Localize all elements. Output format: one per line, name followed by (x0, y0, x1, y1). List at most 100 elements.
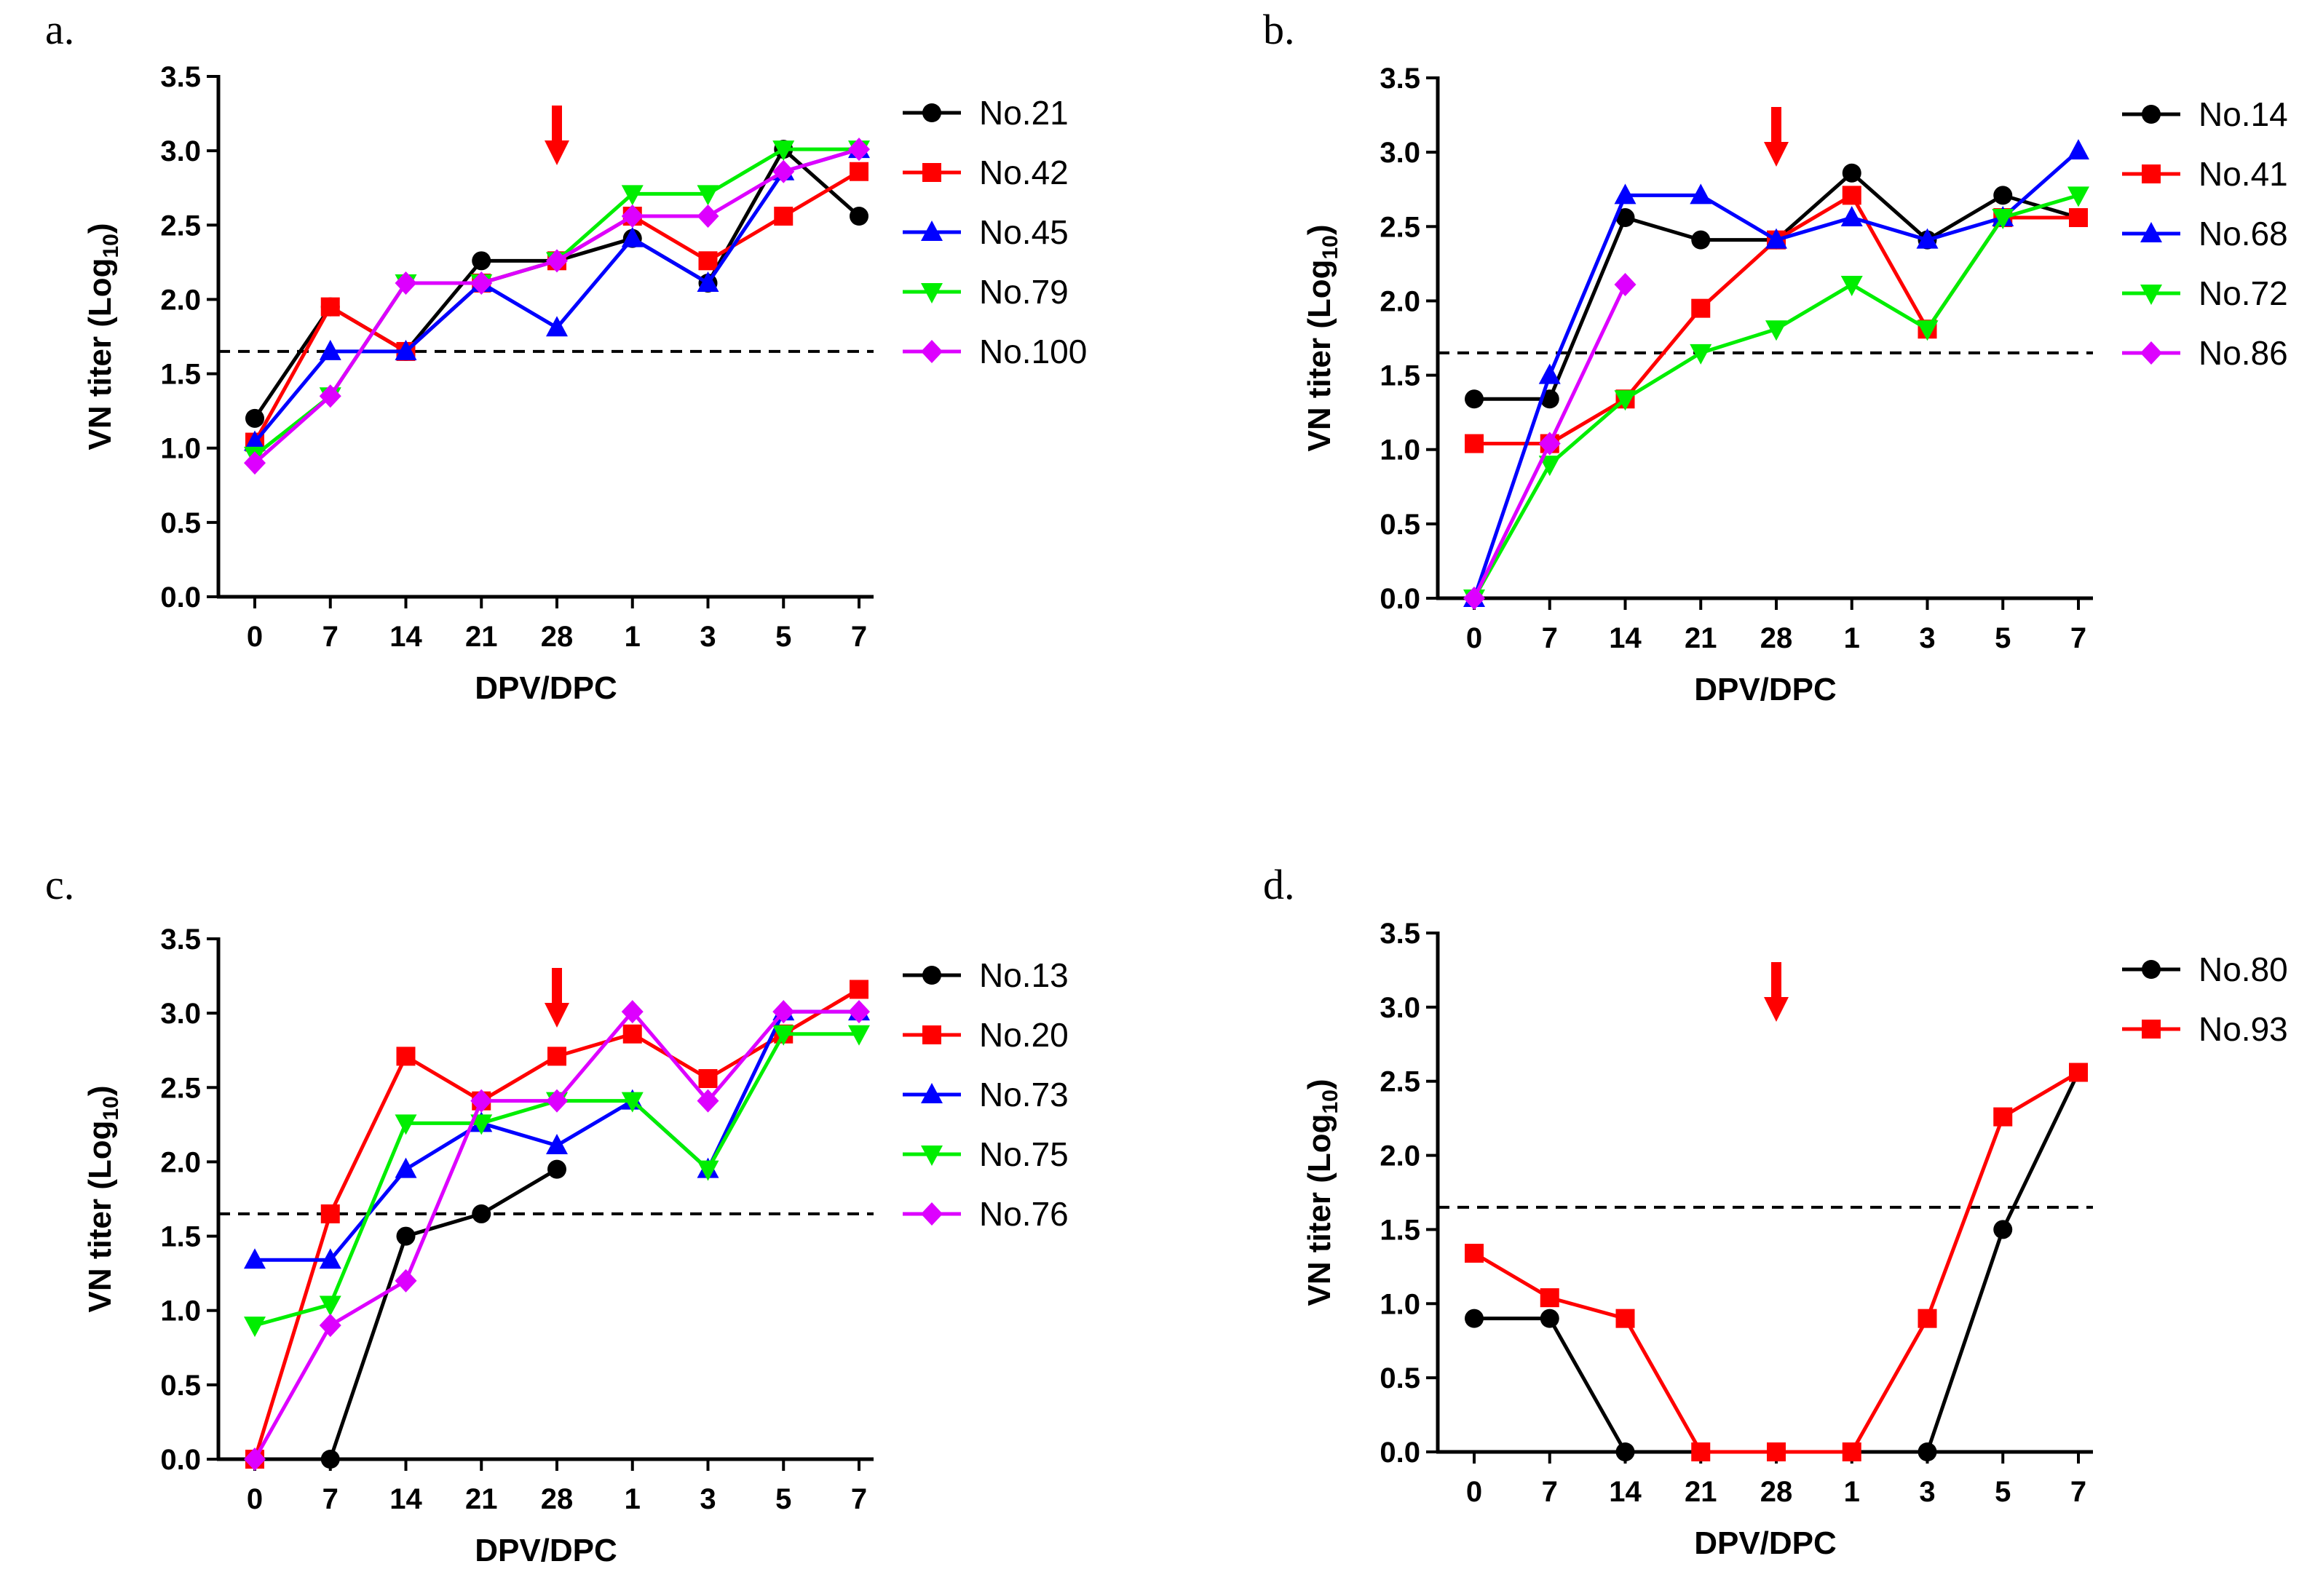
x-tick-label: 0 (247, 1483, 263, 1515)
y-tick-label: 0.5 (1380, 509, 1420, 541)
data-point (395, 271, 417, 295)
data-point (1540, 1288, 1559, 1308)
series-No.76 (244, 1000, 870, 1471)
data-point (319, 1295, 341, 1317)
chart-panel-4: d. 0.0 0.5 1.0 1.5 2.0 2.5 3.0 3.5 0 7 14 21 28 1 3 5 7 DP… (1263, 861, 2288, 1561)
y-tick-label: 1.0 (1380, 1288, 1420, 1320)
legend-label: No.45 (979, 213, 1069, 251)
x-tick-label: 5 (775, 621, 791, 653)
y-tick-label: 3.0 (1380, 992, 1420, 1024)
data-point (244, 430, 266, 451)
legend-label: No.86 (2199, 334, 2288, 372)
chart-panel-1: a. 0.0 0.5 1.0 1.5 2.0 2.5 3.0 3.5 0 7 14 21 28 1 3 5 7 DP… (45, 6, 1087, 706)
x-tick-label: 0 (1466, 622, 1482, 654)
series-line (1473, 1071, 2080, 1454)
data-point (621, 1000, 644, 1024)
y-axis-title-subscript: 10 (99, 234, 123, 258)
y-tick-label: 0.0 (160, 1444, 201, 1476)
data-point (319, 1248, 341, 1269)
legend-entry: No.86 (2122, 334, 2288, 372)
series-No.14 (1465, 163, 2088, 409)
challenge-arrow-head (545, 140, 569, 165)
legend-label: No.41 (2199, 155, 2288, 193)
legend-marker (921, 1202, 943, 1226)
y-tick-label: 1.5 (1380, 1214, 1420, 1246)
data-point (470, 271, 493, 295)
data-point (1538, 456, 1561, 477)
y-tick-label: 3.5 (160, 924, 201, 956)
data-point (850, 162, 868, 181)
legend-label: No.76 (979, 1195, 1069, 1233)
legend-label: No.20 (979, 1016, 1069, 1054)
legend-marker (922, 966, 941, 985)
y-tick-label: 2.5 (160, 1072, 201, 1104)
challenge-arrow-shaft (1771, 107, 1781, 143)
data-point (1615, 1309, 1635, 1328)
x-tick-label: 3 (700, 621, 716, 653)
legend-label: No.73 (979, 1076, 1069, 1113)
data-point (1918, 1442, 1937, 1461)
data-point (472, 251, 491, 271)
x-tick-label: 3 (700, 1483, 716, 1515)
data-point (697, 185, 719, 206)
legend-entry: No.14 (2122, 95, 2288, 133)
legend-marker (2140, 285, 2162, 305)
series-No.100 (244, 138, 870, 475)
data-point (1992, 209, 2014, 230)
x-tick-label: 28 (1760, 1476, 1793, 1508)
data-point (1767, 1442, 1786, 1461)
data-point (470, 1089, 493, 1113)
data-point (697, 271, 719, 292)
x-tick-label: 0 (247, 621, 263, 653)
x-axis-title: DPV/DPC (1694, 1525, 1837, 1561)
data-point (2067, 139, 2089, 160)
legend-label: No.42 (979, 154, 1069, 191)
legend-marker (922, 163, 941, 182)
legend-label: No.93 (2199, 1010, 2288, 1048)
data-point (244, 1317, 266, 1338)
x-tick-label: 14 (389, 621, 422, 653)
data-point (1690, 344, 1712, 365)
data-point (1840, 206, 1863, 227)
y-tick-label: 3.0 (160, 135, 201, 167)
y-tick-label: 2.5 (1380, 1066, 1420, 1098)
data-point (546, 316, 568, 337)
data-point (2069, 208, 2088, 228)
data-point (395, 1157, 417, 1178)
series-line (1472, 193, 2079, 600)
data-point (244, 1248, 266, 1269)
data-point (772, 140, 795, 162)
y-tick-label: 0.0 (1380, 1437, 1420, 1469)
legend-entry: No.41 (2122, 155, 2288, 193)
legend-marker (2142, 1020, 2161, 1039)
data-point (1765, 228, 1787, 249)
data-point (396, 1226, 416, 1246)
data-point (1842, 186, 1861, 205)
x-tick-label: 0 (1466, 1476, 1482, 1508)
y-axis-title-subscript: 10 (1318, 235, 1342, 259)
series-No.75 (244, 1025, 870, 1338)
data-point (772, 1025, 795, 1046)
data-point (848, 1000, 870, 1024)
data-point (697, 205, 719, 229)
y-tick-label: 0.0 (160, 581, 201, 614)
y-axis-title-close: ) (82, 223, 118, 234)
data-point (395, 339, 417, 360)
challenge-arrow-head (1764, 142, 1789, 167)
data-point (1690, 183, 1712, 205)
y-axis-title: VN titer (Log10) (82, 1085, 123, 1312)
data-point (1916, 228, 1939, 249)
series-line (253, 147, 860, 420)
challenge-arrow-shaft (552, 968, 562, 1004)
y-axis-title-subscript: 10 (99, 1096, 123, 1120)
y-axis-title: VN titer (Log10) (1302, 1079, 1342, 1306)
challenge-arrow-shaft (1771, 962, 1781, 999)
y-tick-label: 1.0 (1380, 434, 1420, 467)
data-point (1465, 1309, 1484, 1328)
y-axis-title-main: VN titer (Log (1302, 260, 1337, 452)
data-point (1538, 432, 1561, 456)
legend-marker (921, 221, 943, 241)
x-axis-title: DPV/DPC (475, 670, 617, 706)
x-tick-label: 7 (322, 1483, 339, 1515)
data-point (546, 249, 568, 273)
